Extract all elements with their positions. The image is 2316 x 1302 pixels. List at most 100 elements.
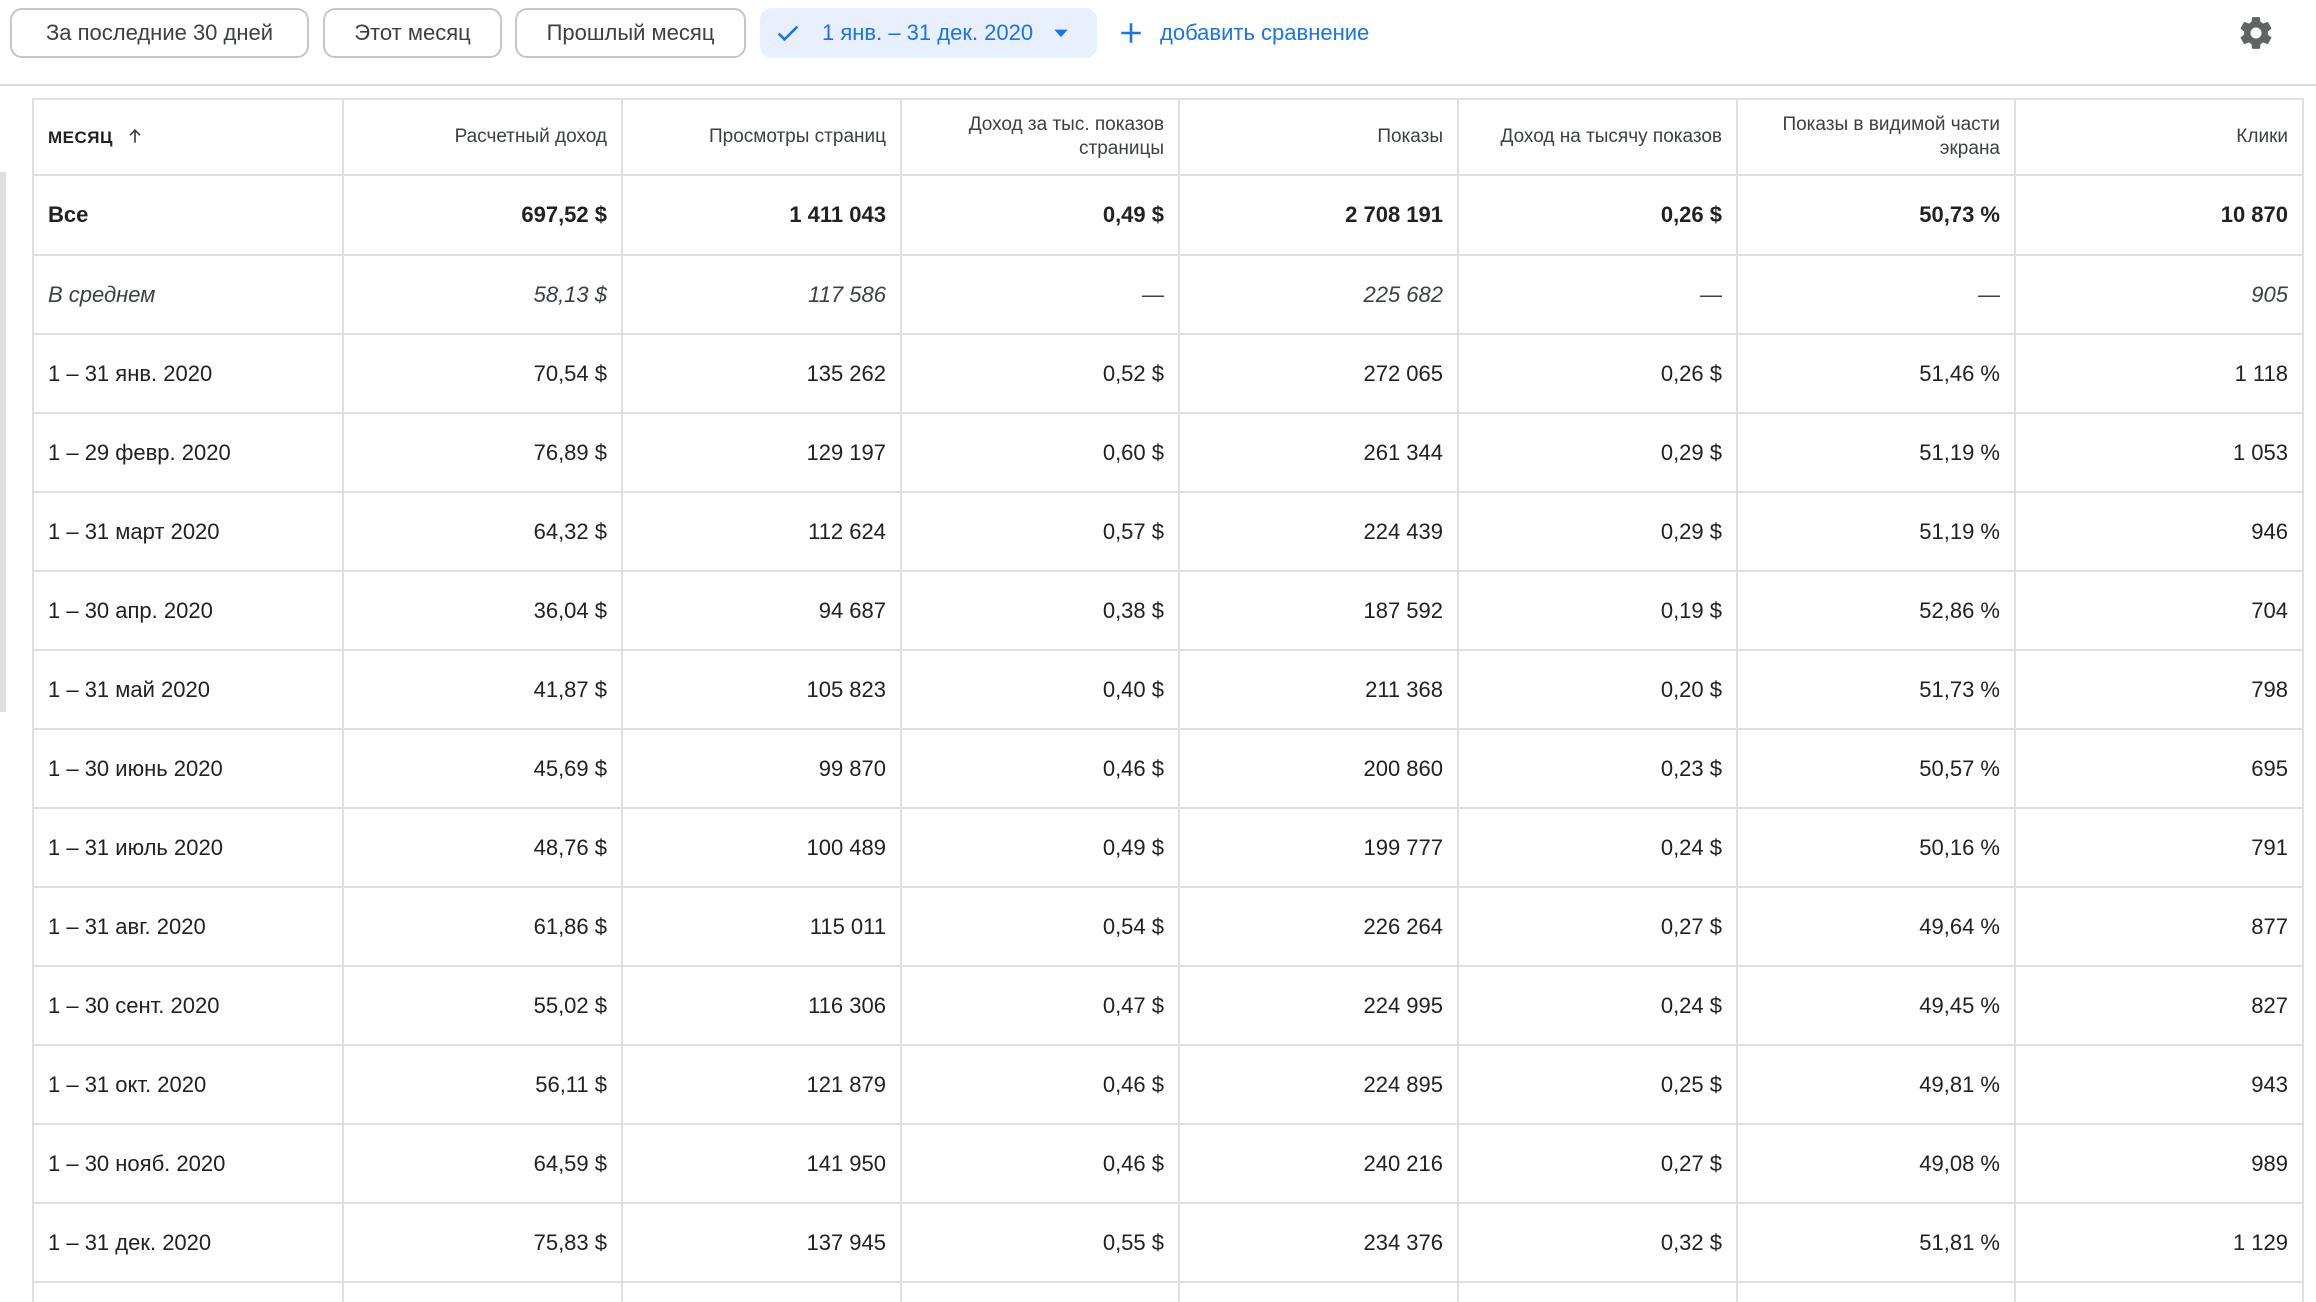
table-cell: 0,24 $ <box>1457 807 1738 888</box>
table-cell: 0,49 $ <box>900 174 1180 256</box>
table-row: 1 – 31 июль 2020 48,76 $100 489 0,49 $199 … <box>32 807 2304 888</box>
table-cell: 704 <box>2014 570 2304 651</box>
column-header-impression-rpm[interactable]: Доход на тысячу показов <box>1457 98 1738 176</box>
column-header-page-rpm[interactable]: Доход за тыс. показов страницы <box>900 98 1180 176</box>
table-cell: 10 870 <box>2014 174 2304 256</box>
table-cell: 261 344 <box>1178 412 1459 493</box>
table-header-row: МЕСЯЦ Расчетный доход Просмотры страниц … <box>32 98 2304 176</box>
row-month-label: 1 – 30 сент. 2020 <box>32 965 344 1046</box>
table-cell: 137 945 <box>621 1202 902 1283</box>
table-cell: 51,19 % <box>1736 412 2016 493</box>
table-cell: 75,83 $ <box>342 1202 623 1283</box>
total-label: Все <box>32 174 344 256</box>
selected-date-range-label: 1 янв. – 31 дек. 2020 <box>822 20 1034 45</box>
table-cell: 0,27 $ <box>1457 1123 1738 1204</box>
table-cell: 0,19 $ <box>1457 570 1738 651</box>
sort-ascending-arrow-icon <box>129 128 141 143</box>
table-cell: 225 682 <box>1178 254 1459 335</box>
table-cell: 2 708 191 <box>1178 174 1459 256</box>
table-row: 1 – 31 авг. 2020 61,86 $115 011 0,54 $226 … <box>32 886 2304 967</box>
table-row: 1 – 30 сент. 2020 55,02 $116 306 0,47 $224… <box>32 965 2304 1046</box>
table-cell: 56,11 $ <box>342 1044 623 1125</box>
table-cell: 115 011 <box>621 886 902 967</box>
table-cell <box>900 1281 1180 1302</box>
table-cell: 0,49 $ <box>900 807 1180 888</box>
column-header-clicks[interactable]: Клики <box>2014 98 2304 176</box>
table-cell: 36,04 $ <box>342 570 623 651</box>
report-table-container: МЕСЯЦ Расчетный доход Просмотры страниц … <box>32 98 2304 1302</box>
gear-icon[interactable] <box>2237 14 2275 52</box>
table-cell <box>342 1281 623 1302</box>
table-cell: 989 <box>2014 1123 2304 1204</box>
table-cell: 51,73 % <box>1736 649 2016 730</box>
preset-last-30-days-button[interactable]: За последние 30 дней <box>10 8 309 58</box>
table-cell: 52,86 % <box>1736 570 2016 651</box>
table-cell: 121 879 <box>621 1044 902 1125</box>
table-cell: 0,29 $ <box>1457 412 1738 493</box>
table-cell: 224 439 <box>1178 491 1459 572</box>
table-cell: 946 <box>2014 491 2304 572</box>
table-cell: 105 823 <box>621 649 902 730</box>
column-header-page-views[interactable]: Просмотры страниц <box>621 98 902 176</box>
column-header-impressions[interactable]: Показы <box>1178 98 1459 176</box>
row-month-label: 1 – 31 дек. 2020 <box>32 1202 344 1283</box>
table-cell <box>1178 1281 1459 1302</box>
column-header-month[interactable]: МЕСЯЦ <box>32 98 344 176</box>
table-cell: 99 870 <box>621 728 902 809</box>
table-cell <box>1457 1281 1738 1302</box>
preset-last-month-button[interactable]: Прошлый месяц <box>515 8 746 58</box>
column-header-estimated-earnings[interactable]: Расчетный доход <box>342 98 623 176</box>
average-label: В среднем <box>32 254 344 335</box>
table-cell <box>1736 1281 2016 1302</box>
table-cell: 1 129 <box>2014 1202 2304 1283</box>
table-cell: 61,86 $ <box>342 886 623 967</box>
add-comparison-label: добавить сравнение <box>1160 20 1370 45</box>
left-scrollbar[interactable] <box>0 172 6 712</box>
table-cell: 0,47 $ <box>900 965 1180 1046</box>
table-cell: 695 <box>2014 728 2304 809</box>
add-comparison-button[interactable]: добавить сравнение <box>1118 10 1369 56</box>
table-cell: 1 118 <box>2014 333 2304 414</box>
row-month-label: 1 – 31 июль 2020 <box>32 807 344 888</box>
table-cell: 0,55 $ <box>900 1202 1180 1283</box>
row-month-label: 1 – 31 янв. 2020 <box>32 333 344 414</box>
table-cell: 0,57 $ <box>900 491 1180 572</box>
table-cell: 0,24 $ <box>1457 965 1738 1046</box>
table-cell <box>2014 1281 2304 1302</box>
column-header-active-view-viewable[interactable]: Показы в видимой части экрана <box>1736 98 2016 176</box>
table-cell: 76,89 $ <box>342 412 623 493</box>
table-cell: 211 368 <box>1178 649 1459 730</box>
table-cell: 64,59 $ <box>342 1123 623 1204</box>
table-cell: 50,16 % <box>1736 807 2016 888</box>
table-cell: 791 <box>2014 807 2304 888</box>
dropdown-caret-icon <box>1054 29 1068 38</box>
table-cell: 49,81 % <box>1736 1044 2016 1125</box>
column-header-month-label: МЕСЯЦ <box>48 127 113 147</box>
table-cell: — <box>1457 254 1738 335</box>
table-cell: 0,25 $ <box>1457 1044 1738 1125</box>
table-cell: 55,02 $ <box>342 965 623 1046</box>
table-cell <box>32 1281 344 1302</box>
table-cell: 100 489 <box>621 807 902 888</box>
table-row: 1 – 31 окт. 2020 56,11 $121 879 0,46 $224 … <box>32 1044 2304 1125</box>
row-month-label: 1 – 30 июнь 2020 <box>32 728 344 809</box>
table-cell: 199 777 <box>1178 807 1459 888</box>
table-cell: 0,26 $ <box>1457 333 1738 414</box>
table-cell: 135 262 <box>621 333 902 414</box>
table-cell: 51,19 % <box>1736 491 2016 572</box>
table-cell: 64,32 $ <box>342 491 623 572</box>
table-cell: 0,32 $ <box>1457 1202 1738 1283</box>
table-cell: 0,40 $ <box>900 649 1180 730</box>
table-cell: 877 <box>2014 886 2304 967</box>
table-cell: 827 <box>2014 965 2304 1046</box>
table-cell: 1 411 043 <box>621 174 902 256</box>
preset-this-month-button[interactable]: Этот месяц <box>323 8 502 58</box>
selected-date-range-dropdown[interactable]: 1 янв. – 31 дек. 2020 <box>760 8 1097 58</box>
row-month-label: 1 – 29 февр. 2020 <box>32 412 344 493</box>
table-cell: 117 586 <box>621 254 902 335</box>
table-cell <box>621 1281 902 1302</box>
table-row: 1 – 29 февр. 2020 76,89 $129 197 0,60 $261… <box>32 412 2304 493</box>
table-cell: 905 <box>2014 254 2304 335</box>
table-cell: 0,52 $ <box>900 333 1180 414</box>
table-cell: 129 197 <box>621 412 902 493</box>
